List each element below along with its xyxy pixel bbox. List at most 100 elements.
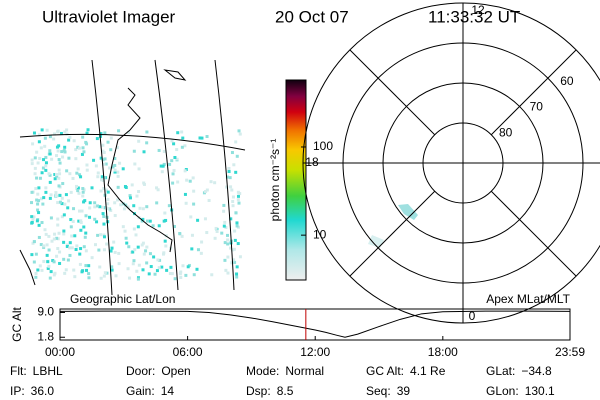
pixel — [173, 156, 177, 160]
pixel — [121, 167, 125, 171]
pixel — [32, 131, 36, 135]
pixel — [37, 223, 41, 227]
pixel — [71, 219, 75, 223]
pixel — [83, 235, 87, 239]
pixel — [40, 221, 44, 225]
pixel — [99, 276, 103, 280]
pixel — [148, 219, 152, 223]
y-axis-label: GC Alt — [10, 307, 24, 342]
emission-pixels — [368, 235, 384, 248]
pixel — [168, 272, 172, 276]
pixel — [213, 181, 217, 185]
pixel — [64, 193, 68, 197]
pixel — [39, 146, 43, 150]
pixel — [80, 152, 84, 156]
pixel — [53, 271, 57, 275]
pixel — [136, 225, 140, 229]
x-tick-label: 23:59 — [555, 345, 585, 359]
pixel — [96, 175, 100, 179]
time: 11:33:32 UT — [428, 7, 520, 26]
mlt-label: 12 — [471, 3, 485, 17]
pixel — [70, 246, 74, 250]
status-value: 130.1 — [525, 384, 555, 398]
pixel — [230, 188, 234, 192]
pixel — [225, 185, 229, 189]
pixel — [36, 161, 40, 165]
pixel — [93, 205, 97, 209]
pixel — [32, 240, 36, 244]
pixel — [92, 158, 96, 162]
pixel — [113, 163, 117, 167]
pixel — [58, 172, 62, 176]
pixel — [102, 274, 106, 278]
pixel — [43, 144, 47, 148]
pixel — [62, 213, 66, 217]
pixel — [57, 158, 61, 162]
pixel — [75, 187, 79, 191]
pixel — [52, 260, 56, 264]
mlt-line — [490, 49, 577, 136]
pixel — [198, 136, 202, 140]
status-label: Seq: — [366, 384, 391, 398]
pixel — [60, 150, 64, 154]
pixel — [186, 265, 190, 269]
pixel — [44, 164, 48, 168]
pixel — [99, 132, 103, 136]
pixel — [236, 198, 240, 202]
pixel — [119, 203, 123, 207]
pixel — [81, 146, 85, 150]
pixel — [84, 264, 88, 268]
pixel — [128, 194, 132, 198]
pixel — [81, 269, 85, 273]
pixel — [60, 215, 64, 219]
pixel — [71, 176, 75, 180]
colorbar — [285, 79, 307, 281]
pixel — [44, 190, 48, 194]
pixel — [102, 150, 106, 154]
pixel — [30, 158, 34, 162]
pixel — [72, 207, 76, 211]
pixel — [36, 192, 40, 196]
polar-label: Apex MLat/MLT — [486, 292, 570, 306]
pixel — [231, 195, 235, 199]
pixel — [84, 231, 88, 235]
pixel — [171, 181, 175, 185]
pixel — [181, 264, 185, 268]
pixel — [102, 222, 106, 226]
pixel — [77, 191, 81, 195]
pixel — [207, 198, 211, 202]
pixel — [233, 238, 237, 242]
pixel — [236, 194, 240, 198]
pixel — [58, 193, 62, 197]
pixel — [192, 273, 196, 277]
pixel — [47, 172, 51, 176]
pixel — [93, 217, 97, 221]
status-label: Gain: — [126, 384, 155, 398]
pixel — [200, 240, 204, 244]
pixel — [196, 248, 200, 252]
pixel — [225, 175, 229, 179]
pixel — [33, 166, 37, 170]
pixel — [57, 184, 61, 188]
pixel — [63, 150, 67, 154]
pixel — [44, 161, 48, 165]
pixel — [39, 197, 43, 201]
pixel — [58, 200, 62, 204]
pixel — [63, 271, 67, 275]
pixel — [215, 229, 219, 233]
pixel — [40, 268, 44, 272]
latitude-line — [19, 133, 246, 151]
pixel — [98, 205, 102, 209]
pixel — [132, 204, 136, 208]
pixel — [56, 149, 60, 153]
pixel — [235, 224, 239, 228]
pixel — [81, 135, 85, 139]
pixel — [56, 246, 60, 250]
pixel — [113, 168, 117, 172]
pixel — [180, 145, 184, 149]
x-tick-label: 06:00 — [173, 345, 203, 359]
pixel — [132, 259, 136, 263]
pixel — [173, 277, 177, 281]
status-value: Open — [161, 364, 190, 378]
